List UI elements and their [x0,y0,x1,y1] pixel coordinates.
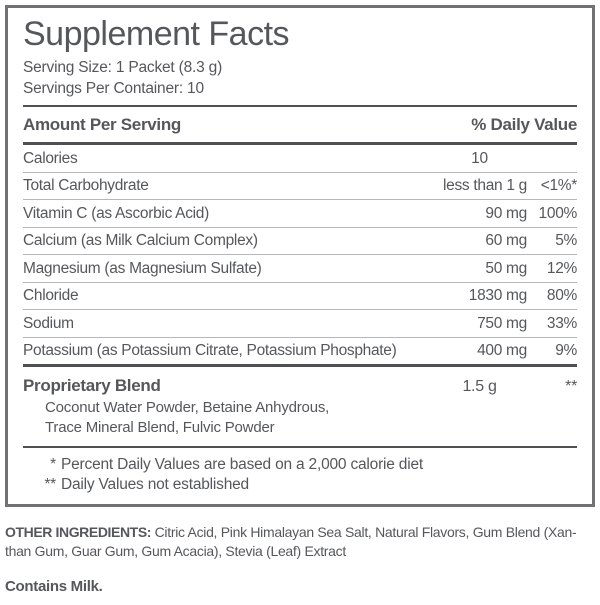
nutrient-row-calories: Calories 10 [23,145,577,173]
nutrient-dv: 33% [546,314,577,332]
nutrient-amount: 90 mg [485,204,527,222]
blend-dv: ** [565,378,577,395]
footnote-text: Daily Values not established [61,476,249,493]
nutrient-dv: 9% [555,342,577,359]
nutrient-dv: 100% [538,204,578,222]
nutrient-amount: 750 mg [477,314,527,332]
blend-amount: 1.5 g [462,378,497,395]
rule-above-header [23,105,577,107]
nutrient-row-sodium: Sodium 750 mg 33% [23,310,577,338]
nutrient-amount: less than 1 g [443,177,527,194]
nutrient-name: Magnesium (as Magnesium Sulfate) [23,259,262,277]
nutrient-row-potassium: Potassium (as Potassium Citrate, Potassi… [23,338,577,365]
nutrient-name: Chloride [23,287,79,304]
nutrient-dv: 80% [546,287,577,304]
panel-title: Supplement Facts [23,15,290,53]
proprietary-blend-row: Proprietary Blend 1.5 g ** [23,367,577,398]
nutrient-name: Sodium [23,314,74,332]
nutrient-dv: 12% [546,259,577,277]
nutrient-name: Calcium (as Milk Calcium Complex) [23,232,258,249]
footnote-not-established: ** Daily Values not established [23,475,577,495]
servings-per-container: Servings Per Container: 10 [23,80,204,97]
nutrient-amount: 60 mg [485,232,527,249]
nutrient-dv: 5% [555,232,577,249]
footnote-mark: * [50,456,56,473]
nutrient-row-vitamin-c: Vitamin C (as Ascorbic Acid) 90 mg 100% [23,200,577,228]
nutrient-row-magnesium: Magnesium (as Magnesium Sulfate) 50 mg 1… [23,255,577,283]
other-ingredients-line1: Citric Acid, Pink Himalayan Sea Salt, Na… [154,524,577,540]
nutrient-amount: 1830 mg [468,287,528,304]
other-ingredients-line2: than Gum, Guar Gum, Gum Acacia), Stevia … [5,542,346,559]
footnote-daily-values: * Percent Daily Values are based on a 2,… [23,455,577,475]
nutrient-name: Total Carbohydrate [23,177,149,194]
other-ingredients-label: OTHER INGREDIENTS: [5,524,152,540]
serving-size: Serving Size: 1 Packet (8.3 g) [23,59,223,76]
amount-per-serving-header: Amount Per Serving [23,115,182,134]
footnotes: * Percent Daily Values are based on a 2,… [23,455,577,495]
blend-name: Proprietary Blend [23,376,161,395]
nutrient-dv: <1%* [540,177,578,194]
blend-ingredients-line1: Coconut Water Powder, Betaine Anhydrous, [45,399,330,416]
contains-statement: Contains Milk. [5,578,103,595]
footnote-mark: ** [44,476,56,493]
other-ingredients: OTHER INGREDIENTS: Citric Acid, Pink Him… [5,523,595,560]
daily-value-header: % Daily Value [471,115,577,134]
nutrient-amount: 10 [471,149,488,167]
nutrient-row-calcium: Calcium (as Milk Calcium Complex) 60 mg … [23,228,577,255]
column-header-row: Amount Per Serving % Daily Value [23,107,577,142]
nutrient-name: Calories [23,149,78,167]
nutrient-name: Potassium (as Potassium Citrate, Potassi… [23,342,397,359]
nutrient-name: Vitamin C (as Ascorbic Acid) [23,204,209,222]
footnote-text: Percent Daily Values are based on a 2,00… [61,456,424,473]
blend-ingredients-line2: Trace Mineral Blend, Fulvic Powder [45,418,275,436]
rule-above-blend [23,364,577,367]
supplement-facts-panel: Supplement Facts Serving Size: 1 Packet … [5,5,595,507]
nutrient-amount: 400 mg [477,342,527,359]
nutrient-amount: 50 mg [485,259,527,277]
nutrient-row-chloride: Chloride 1830 mg 80% [23,283,577,310]
rule-below-header [23,142,577,145]
rule-above-footnotes [23,446,577,448]
nutrient-row-total-carbohydrate: Total Carbohydrate less than 1 g <1%* [23,173,578,200]
